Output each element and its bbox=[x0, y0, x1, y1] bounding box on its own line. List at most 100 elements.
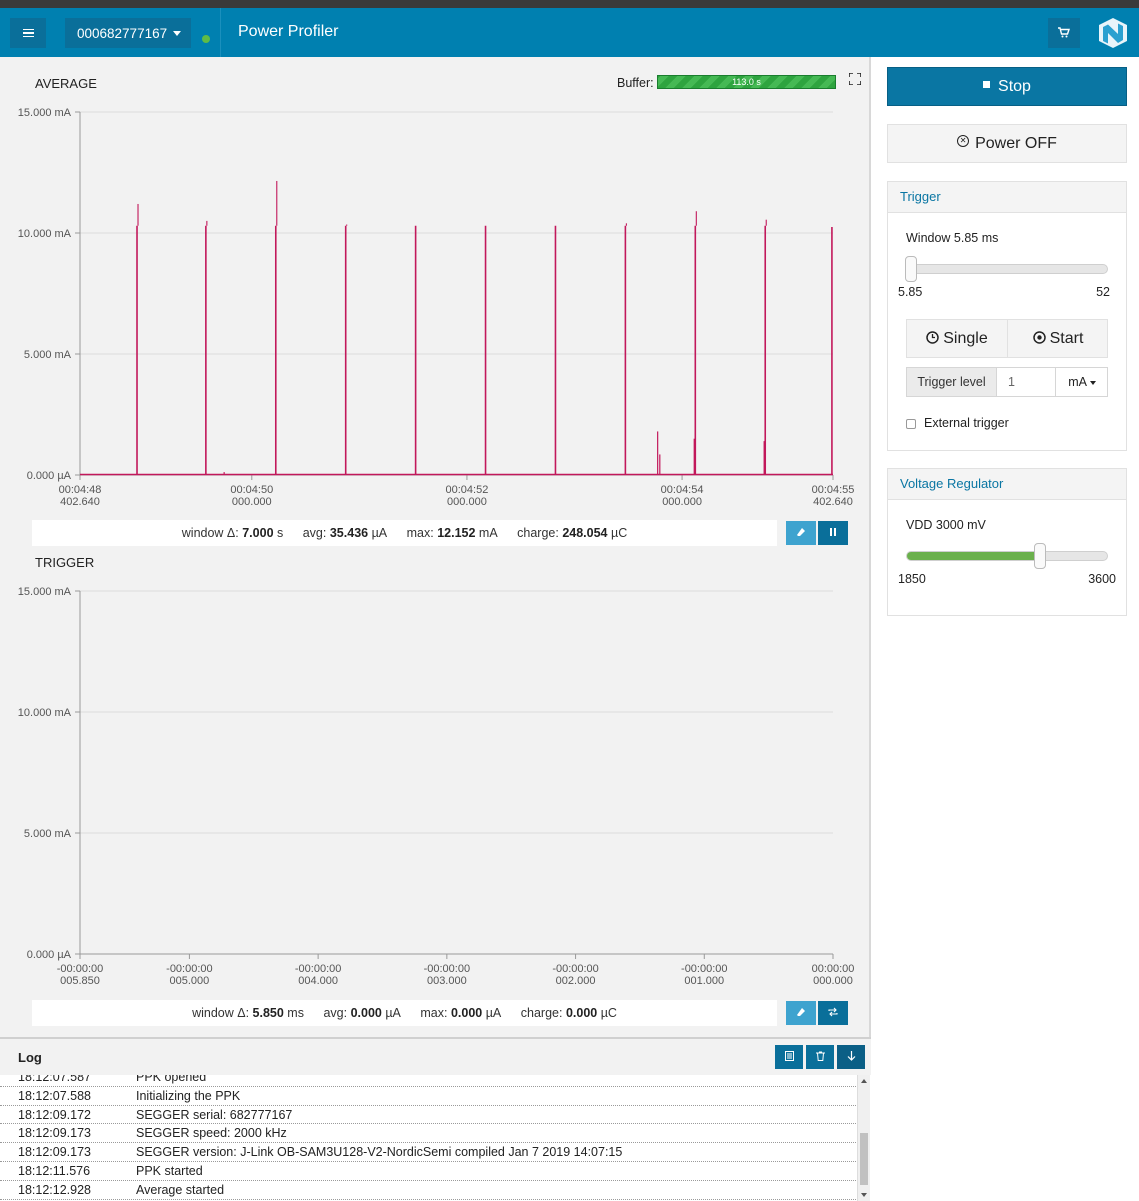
vdd-slider-fill bbox=[907, 552, 1040, 560]
x-tick-label-time: 00:00:00 bbox=[812, 963, 855, 975]
stat-avg-value: 0.000 bbox=[350, 1006, 382, 1020]
log-open-file-button[interactable] bbox=[775, 1045, 803, 1069]
voltage-panel: Voltage Regulator VDD 3000 mV 1850 3600 bbox=[887, 468, 1127, 616]
x-tick-label-sub: 402.640 bbox=[813, 496, 853, 508]
device-serial: 000682777167 bbox=[77, 25, 168, 41]
x-tick-label-sub: 005.000 bbox=[170, 975, 210, 987]
device-selector[interactable]: 000682777167 bbox=[65, 18, 191, 48]
stat-max-label: max: bbox=[406, 526, 434, 540]
stat-window: window Δ: 5.850 ms bbox=[192, 1006, 304, 1020]
trigger-mode-group: Single Start bbox=[906, 319, 1108, 358]
menu-button[interactable] bbox=[10, 18, 46, 48]
trigger-panel: Trigger Window 5.85 ms 5.85 52 Single St… bbox=[887, 181, 1127, 451]
repeat-icon bbox=[828, 1007, 838, 1016]
trigger-level-label: Trigger level bbox=[907, 368, 997, 396]
stat-avg: avg: 35.436 µA bbox=[303, 526, 387, 540]
average-clear-button[interactable] bbox=[786, 521, 816, 545]
eraser-icon bbox=[797, 1007, 805, 1016]
average-pause-button[interactable] bbox=[818, 521, 848, 545]
cart-button[interactable] bbox=[1048, 18, 1080, 48]
stat-max: max: 12.152 mA bbox=[407, 526, 498, 540]
stat-avg-label: avg: bbox=[302, 526, 327, 540]
log-message: SEGGER speed: 2000 kHz bbox=[136, 1126, 287, 1141]
log-message: PPK opened bbox=[136, 1075, 207, 1084]
clock-icon bbox=[926, 330, 939, 344]
average-title: AVERAGE bbox=[35, 76, 97, 91]
caret-down-icon bbox=[1089, 380, 1096, 385]
stat-avg-unit: µA bbox=[371, 526, 388, 540]
x-tick-label-time: -00:00:00 bbox=[681, 963, 727, 975]
navbar: 000682777167 Power Profiler bbox=[0, 8, 1139, 57]
stat-charge-label: charge: bbox=[517, 526, 559, 540]
stat-window-value: 7.000 bbox=[242, 526, 274, 540]
external-trigger-checkbox[interactable] bbox=[906, 419, 916, 429]
log-time: 18:12:09.173 bbox=[18, 1145, 91, 1160]
log-autoscroll-button[interactable] bbox=[837, 1045, 865, 1069]
vdd-slider-thumb[interactable] bbox=[1034, 543, 1046, 569]
trigger-loop-button[interactable] bbox=[818, 1001, 848, 1025]
x-tick-label-time: -00:00:00 bbox=[552, 963, 598, 975]
pause-icon bbox=[830, 527, 836, 536]
scroll-down-icon[interactable] bbox=[861, 1193, 867, 1197]
single-button[interactable]: Single bbox=[907, 320, 1007, 357]
menu-icon-bar bbox=[22, 35, 34, 38]
stop-icon bbox=[983, 80, 991, 88]
external-trigger-label: External trigger bbox=[924, 416, 1009, 430]
trigger-level-row: Trigger level mA bbox=[906, 367, 1108, 397]
log-title: Log bbox=[18, 1050, 42, 1065]
log-scroll-thumb[interactable] bbox=[860, 1133, 868, 1185]
buffer-progress-bar: 113.0 s bbox=[657, 75, 836, 89]
x-tick-label-sub: 402.640 bbox=[60, 496, 100, 508]
fullscreen-icon[interactable] bbox=[849, 73, 861, 85]
average-chart[interactable]: 15.000 mA 10.000 mA 5.000 mA 0.000 µA 00:04:… bbox=[0, 102, 871, 517]
log-row: 18:12:09.173 SEGGER speed: 2000 kHz bbox=[0, 1124, 856, 1144]
stat-window-label: window Δ: bbox=[192, 1006, 250, 1020]
stat-window-unit: s bbox=[277, 526, 284, 540]
button-divider bbox=[1007, 320, 1008, 357]
y-tick-label: 0.000 µA bbox=[27, 949, 72, 961]
trigger-chart[interactable]: 15.000 mA 10.000 mA 5.000 mA 0.000 µA -00:00… bbox=[0, 581, 871, 996]
stat-charge: charge: 0.000 µC bbox=[521, 1006, 617, 1020]
log-time: 18:12:09.172 bbox=[18, 1107, 91, 1122]
record-icon bbox=[1032, 330, 1046, 344]
app-title: Power Profiler bbox=[238, 23, 339, 40]
trigger-window-slider[interactable] bbox=[905, 256, 1108, 282]
trigger-clear-button[interactable] bbox=[786, 1001, 816, 1025]
log-list: 18:12:07.587 PPK opened 18:12:07.588 Initia… bbox=[0, 1075, 856, 1200]
log-clear-button[interactable] bbox=[806, 1045, 834, 1069]
y-tick-label: 5.000 mA bbox=[24, 349, 72, 361]
voltage-panel-title: Voltage Regulator bbox=[888, 469, 1126, 500]
stat-max-label: max: bbox=[420, 1006, 448, 1020]
vdd-slider-min: 1850 bbox=[898, 572, 926, 586]
power-off-button[interactable]: ✕ Power OFF bbox=[887, 124, 1127, 163]
log-row: 18:12:07.588 Initializing the PPK bbox=[0, 1087, 856, 1106]
log-scrollbar[interactable] bbox=[857, 1075, 870, 1201]
stat-avg-label: avg: bbox=[323, 1006, 348, 1020]
x-tick-label-time: 00:04:52 bbox=[446, 484, 489, 496]
trigger-window-slider-thumb[interactable] bbox=[905, 256, 917, 282]
start-trigger-button[interactable]: Start bbox=[1008, 320, 1108, 357]
sidebar: Stop ✕ Power OFF Trigger Window 5.85 ms 5… bbox=[873, 57, 1139, 1200]
power-off-label: Power OFF bbox=[975, 134, 1057, 152]
log-row: 18:12:07.587 PPK opened bbox=[0, 1075, 856, 1087]
log-row: 18:12:09.173 SEGGER version: J-Link OB-SA… bbox=[0, 1143, 856, 1162]
connection-status-dot bbox=[202, 35, 210, 43]
log-row: 18:12:09.172 SEGGER serial: 682777167 bbox=[0, 1106, 856, 1125]
window-top-strip bbox=[0, 0, 1139, 8]
single-label: Single bbox=[943, 329, 988, 347]
y-tick-label: 15.000 mA bbox=[18, 586, 72, 598]
trigger-unit-dropdown[interactable]: mA bbox=[1057, 368, 1107, 396]
stop-button[interactable]: Stop bbox=[887, 67, 1127, 106]
vdd-slider[interactable] bbox=[906, 543, 1108, 569]
scroll-up-icon[interactable] bbox=[861, 1079, 867, 1083]
stat-avg: avg: 0.000 µA bbox=[323, 1006, 400, 1020]
trigger-window-label: Window 5.85 ms bbox=[906, 231, 999, 245]
x-tick-label-time: 00:04:48 bbox=[59, 484, 102, 496]
stat-charge: charge: 248.054 µC bbox=[517, 526, 627, 540]
start-label: Start bbox=[1049, 329, 1084, 347]
document-icon bbox=[784, 1050, 794, 1061]
charts-area: AVERAGE Buffer: 113.0 s 15.000 mA 10.000 … bbox=[0, 57, 871, 1037]
buffer-label: Buffer: bbox=[617, 76, 654, 90]
trigger-level-input[interactable] bbox=[998, 368, 1056, 396]
trigger-unit-label: mA bbox=[1068, 375, 1087, 389]
